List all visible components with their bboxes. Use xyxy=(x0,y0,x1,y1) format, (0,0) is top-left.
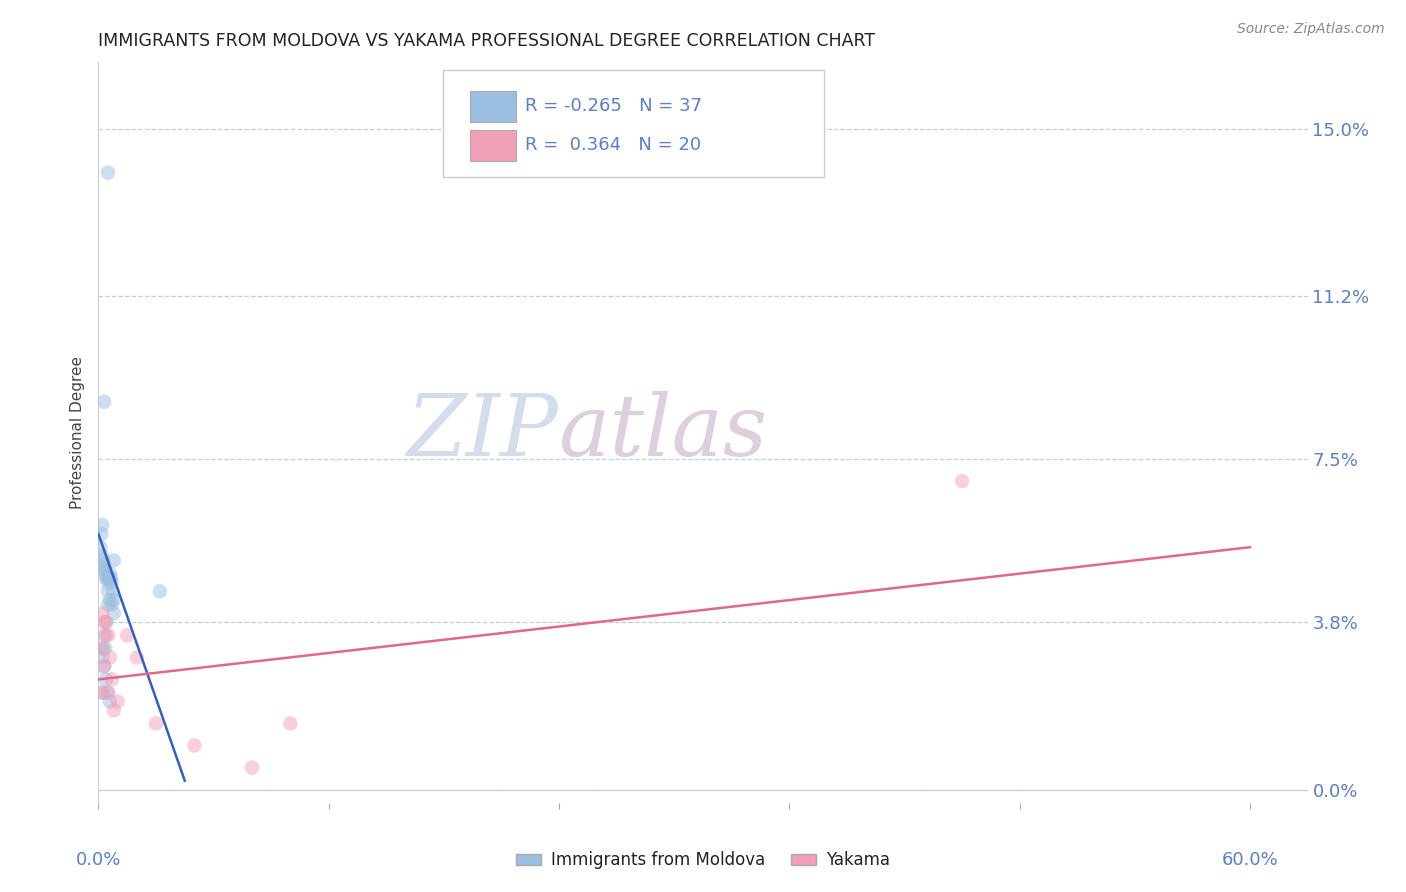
Point xyxy=(97,685,120,699)
Point xyxy=(98,650,121,665)
Point xyxy=(125,650,148,665)
Text: 0.0%: 0.0% xyxy=(76,851,121,870)
Point xyxy=(91,549,114,563)
Point xyxy=(101,575,124,590)
Point xyxy=(97,166,120,180)
Text: R =  0.364   N = 20: R = 0.364 N = 20 xyxy=(526,136,702,154)
Point xyxy=(103,607,125,621)
Text: R = -0.265   N = 37: R = -0.265 N = 37 xyxy=(526,97,703,115)
FancyBboxPatch shape xyxy=(443,70,824,178)
Point xyxy=(94,566,117,581)
Text: atlas: atlas xyxy=(558,392,768,474)
Text: IMMIGRANTS FROM MOLDOVA VS YAKAMA PROFESSIONAL DEGREE CORRELATION CHART: IMMIGRANTS FROM MOLDOVA VS YAKAMA PROFES… xyxy=(98,32,876,50)
Point xyxy=(93,394,115,409)
Text: ZIP: ZIP xyxy=(406,392,558,474)
Point xyxy=(91,685,114,699)
Point xyxy=(91,518,114,533)
Point xyxy=(94,615,117,629)
Point xyxy=(93,628,115,642)
Point xyxy=(97,598,120,612)
Point xyxy=(91,641,114,656)
Point xyxy=(90,641,112,656)
FancyBboxPatch shape xyxy=(470,130,516,161)
Y-axis label: Professional Degree: Professional Degree xyxy=(70,356,86,509)
Point xyxy=(240,760,263,774)
Point xyxy=(149,584,172,599)
Point xyxy=(183,739,205,753)
Text: 60.0%: 60.0% xyxy=(1222,851,1278,870)
Point xyxy=(94,615,117,629)
Point xyxy=(94,571,117,585)
Point xyxy=(91,607,114,621)
Point xyxy=(280,716,302,731)
Point xyxy=(98,593,121,607)
Point xyxy=(100,571,122,585)
Point xyxy=(107,694,129,708)
Point xyxy=(115,628,138,642)
Point xyxy=(98,566,121,581)
Point xyxy=(103,703,125,717)
Point xyxy=(93,558,115,572)
Legend: Immigrants from Moldova, Yakama: Immigrants from Moldova, Yakama xyxy=(510,845,896,876)
Point xyxy=(93,659,115,673)
Point xyxy=(97,685,120,699)
Point xyxy=(93,615,115,629)
Point xyxy=(94,641,117,656)
Point xyxy=(97,575,120,590)
Point xyxy=(91,553,114,567)
Point xyxy=(103,593,125,607)
Point xyxy=(91,685,114,699)
Point xyxy=(98,571,121,585)
Point xyxy=(97,584,120,599)
Point xyxy=(97,628,120,642)
Point xyxy=(91,650,114,665)
Point xyxy=(96,571,118,585)
Point xyxy=(98,694,121,708)
Point xyxy=(90,527,112,541)
Point xyxy=(145,716,167,731)
Point xyxy=(93,562,115,576)
Point xyxy=(950,474,973,488)
Point xyxy=(101,673,124,687)
Point xyxy=(94,673,117,687)
Point xyxy=(93,659,115,673)
Point xyxy=(94,628,117,642)
Point xyxy=(94,562,117,576)
Point xyxy=(101,584,124,599)
FancyBboxPatch shape xyxy=(470,91,516,121)
Point xyxy=(89,540,111,554)
Point xyxy=(103,553,125,567)
Text: Source: ZipAtlas.com: Source: ZipAtlas.com xyxy=(1237,22,1385,37)
Point xyxy=(101,598,124,612)
